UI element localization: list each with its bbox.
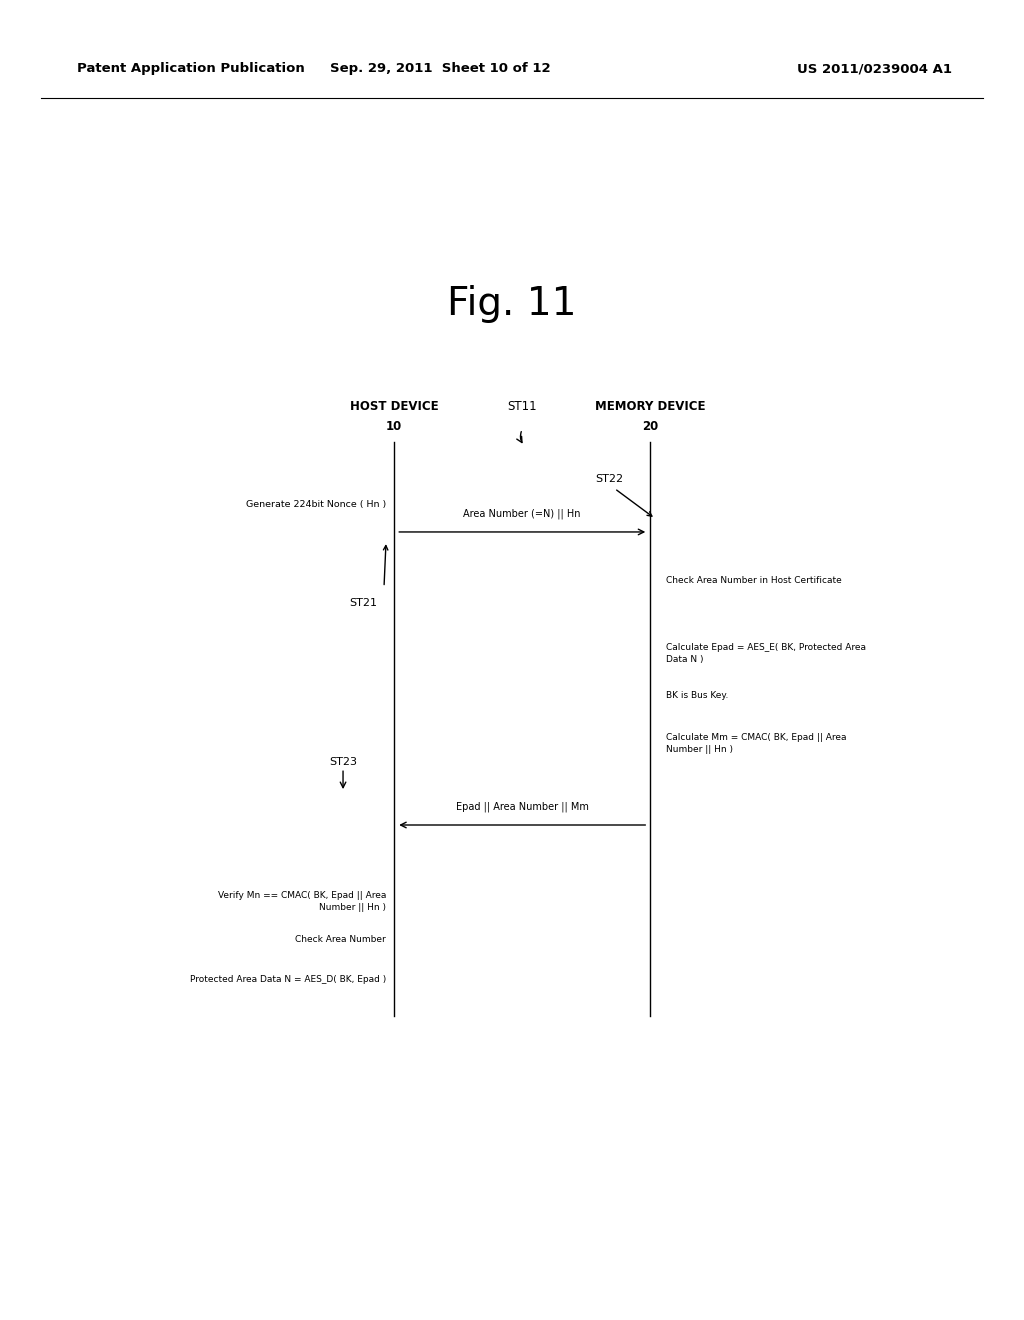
Text: ST21: ST21 bbox=[349, 598, 378, 609]
Text: Check Area Number in Host Certificate: Check Area Number in Host Certificate bbox=[666, 577, 842, 585]
Text: Sep. 29, 2011  Sheet 10 of 12: Sep. 29, 2011 Sheet 10 of 12 bbox=[330, 62, 551, 75]
Text: 10: 10 bbox=[386, 420, 402, 433]
Text: Patent Application Publication: Patent Application Publication bbox=[77, 62, 304, 75]
Text: ST23: ST23 bbox=[329, 756, 357, 767]
Text: Check Area Number: Check Area Number bbox=[295, 936, 386, 944]
Text: US 2011/0239004 A1: US 2011/0239004 A1 bbox=[798, 62, 952, 75]
Text: Generate 224bit Nonce ( Hn ): Generate 224bit Nonce ( Hn ) bbox=[246, 500, 386, 508]
Text: Epad || Area Number || Mm: Epad || Area Number || Mm bbox=[456, 801, 589, 812]
Text: Calculate Mm = CMAC( BK, Epad || Area
Number || Hn ): Calculate Mm = CMAC( BK, Epad || Area Nu… bbox=[666, 733, 846, 754]
Text: ST11: ST11 bbox=[508, 400, 537, 413]
Text: Calculate Epad = AES_E( BK, Protected Area
Data N ): Calculate Epad = AES_E( BK, Protected Ar… bbox=[666, 643, 865, 664]
Text: Fig. 11: Fig. 11 bbox=[447, 285, 577, 322]
Text: BK is Bus Key.: BK is Bus Key. bbox=[666, 692, 728, 700]
Text: Area Number (=N) || Hn: Area Number (=N) || Hn bbox=[464, 508, 581, 519]
Text: MEMORY DEVICE: MEMORY DEVICE bbox=[595, 400, 706, 413]
Text: 20: 20 bbox=[642, 420, 658, 433]
Text: Verify Mn == CMAC( BK, Epad || Area
Number || Hn ): Verify Mn == CMAC( BK, Epad || Area Numb… bbox=[218, 891, 386, 912]
Text: HOST DEVICE: HOST DEVICE bbox=[350, 400, 438, 413]
Text: ST22: ST22 bbox=[595, 474, 624, 484]
Text: Protected Area Data N = AES_D( BK, Epad ): Protected Area Data N = AES_D( BK, Epad … bbox=[189, 975, 386, 983]
